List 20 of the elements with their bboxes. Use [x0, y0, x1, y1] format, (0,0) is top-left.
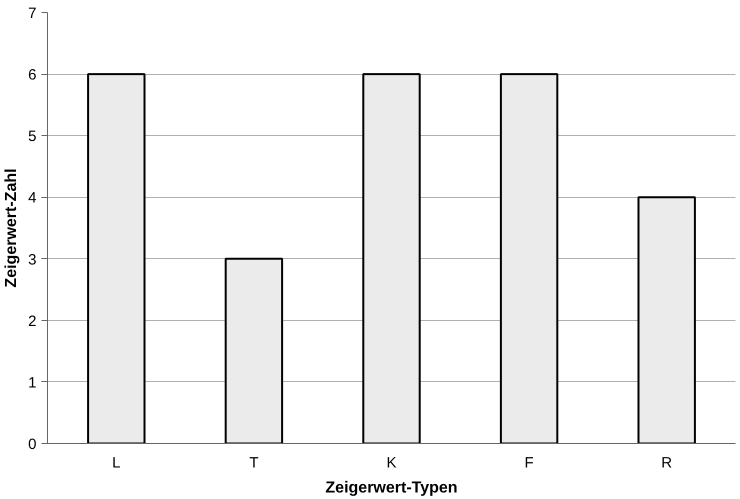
x-tick-label: F	[524, 454, 534, 472]
bar	[362, 73, 421, 444]
bar	[87, 73, 146, 444]
bar	[224, 258, 284, 444]
x-axis-title: Zeigerwert-Typen	[325, 480, 458, 496]
x-tick-label: K	[386, 454, 397, 472]
y-tick-label: 1	[28, 374, 36, 392]
x-tick-label: L	[112, 454, 120, 472]
y-tick-label: 6	[28, 66, 36, 84]
y-tick-label: 5	[28, 128, 36, 146]
x-tick-label: T	[249, 454, 258, 472]
y-tick-label: 2	[28, 312, 36, 330]
y-tick-label: 4	[28, 190, 36, 207]
bar	[500, 73, 558, 444]
y-tick-label: 0	[28, 436, 36, 453]
y-tick-label: 7	[28, 5, 36, 22]
y-axis-title: Zeigerwert-Zahl	[3, 168, 20, 288]
y-tick-label: 3	[28, 251, 36, 268]
x-tick-label: R	[661, 454, 672, 472]
bar	[637, 196, 696, 444]
